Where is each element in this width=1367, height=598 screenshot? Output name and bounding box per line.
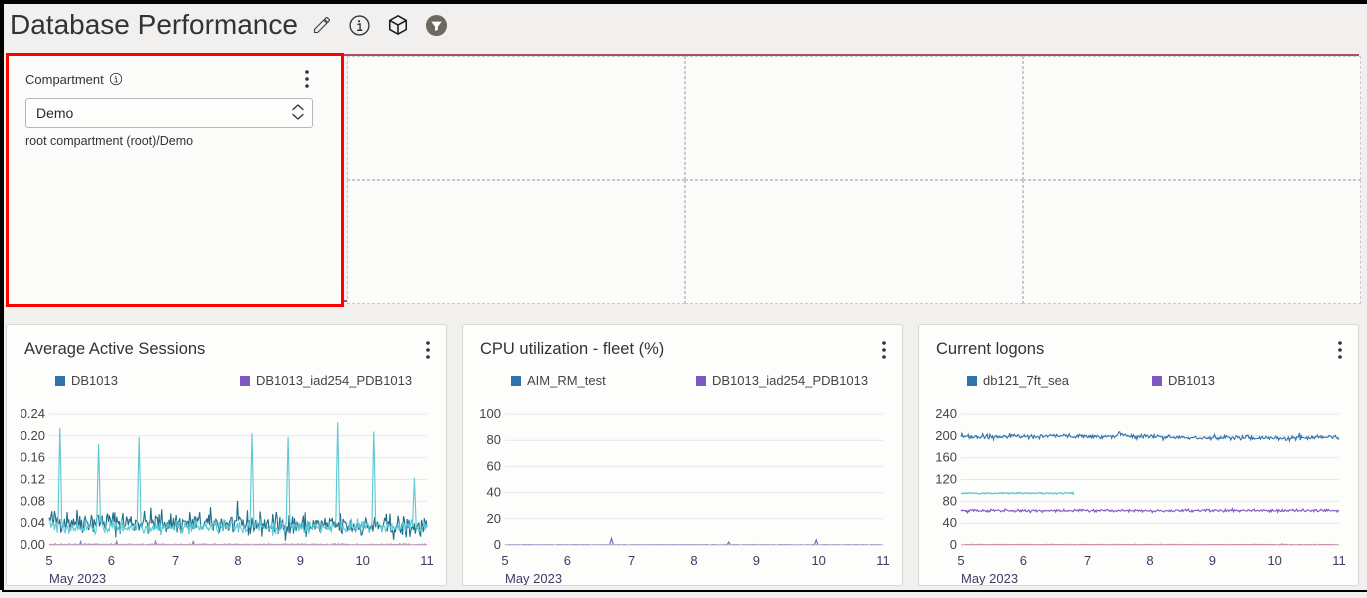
- svg-text:0.04: 0.04: [21, 515, 45, 530]
- svg-text:6: 6: [564, 553, 571, 568]
- svg-text:0: 0: [494, 537, 501, 552]
- svg-text:240: 240: [935, 406, 957, 421]
- svg-text:10: 10: [355, 553, 369, 568]
- svg-text:200: 200: [935, 428, 957, 443]
- svg-text:100: 100: [479, 406, 501, 421]
- svg-text:0.16: 0.16: [21, 450, 45, 465]
- svg-text:60: 60: [487, 458, 501, 473]
- svg-text:6: 6: [1020, 553, 1027, 568]
- svg-text:May 2023: May 2023: [505, 571, 562, 585]
- svg-text:11: 11: [1332, 553, 1346, 568]
- svg-text:120: 120: [935, 472, 957, 487]
- svg-text:9: 9: [1209, 553, 1216, 568]
- svg-text:160: 160: [935, 450, 957, 465]
- svg-text:40: 40: [943, 515, 957, 530]
- svg-text:0.08: 0.08: [21, 493, 45, 508]
- svg-text:7: 7: [172, 553, 179, 568]
- svg-text:8: 8: [1146, 553, 1153, 568]
- svg-text:11: 11: [420, 553, 434, 568]
- svg-text:9: 9: [297, 553, 304, 568]
- svg-text:6: 6: [108, 553, 115, 568]
- svg-text:7: 7: [1084, 553, 1091, 568]
- svg-text:10: 10: [1267, 553, 1281, 568]
- svg-text:May 2023: May 2023: [961, 571, 1018, 585]
- svg-text:11: 11: [876, 553, 890, 568]
- svg-text:40: 40: [487, 485, 501, 500]
- svg-text:0.12: 0.12: [21, 472, 45, 487]
- svg-text:20: 20: [487, 511, 501, 526]
- svg-text:80: 80: [943, 493, 957, 508]
- svg-text:9: 9: [753, 553, 760, 568]
- svg-text:0.00: 0.00: [21, 537, 45, 552]
- svg-text:10: 10: [811, 553, 825, 568]
- svg-text:5: 5: [501, 553, 508, 568]
- svg-text:7: 7: [628, 553, 635, 568]
- svg-text:0.20: 0.20: [21, 428, 45, 443]
- svg-text:May 2023: May 2023: [49, 571, 106, 585]
- svg-text:0.24: 0.24: [21, 406, 45, 421]
- svg-text:80: 80: [487, 432, 501, 447]
- svg-text:5: 5: [45, 553, 52, 568]
- svg-text:8: 8: [234, 553, 241, 568]
- svg-text:5: 5: [957, 553, 964, 568]
- svg-text:8: 8: [690, 553, 697, 568]
- svg-text:0: 0: [950, 537, 957, 552]
